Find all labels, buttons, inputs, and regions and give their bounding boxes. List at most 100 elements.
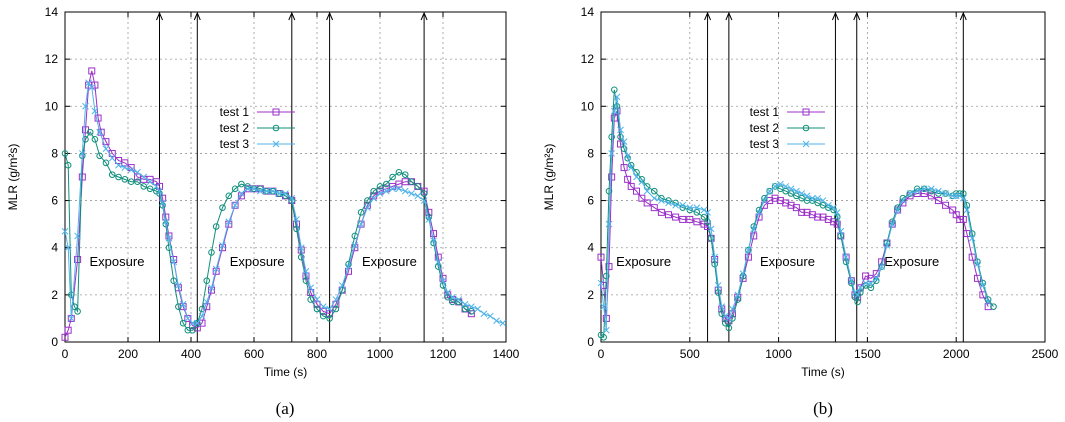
data-point-circle	[734, 296, 742, 303]
data-point-circle	[357, 209, 365, 216]
x-tick-label: 600	[244, 347, 264, 361]
data-point-x	[198, 312, 206, 320]
exposure-marker-arrowhead	[725, 11, 733, 21]
x-tick-label: 0	[598, 347, 605, 361]
data-point-x	[238, 190, 245, 197]
legend-label: test 3	[220, 137, 250, 151]
data-point-square	[798, 208, 806, 216]
data-point-x	[302, 267, 310, 275]
data-point-x	[700, 206, 708, 214]
data-point-x	[212, 265, 220, 273]
plot-frame	[600, 11, 1046, 343]
data-point-circle	[307, 296, 315, 303]
y-tick-label: 2	[51, 288, 58, 302]
data-point-circle	[704, 218, 711, 226]
data-point-x	[121, 164, 129, 171]
data-point-x	[408, 190, 415, 197]
series-line	[600, 89, 994, 339]
data-point-square	[624, 175, 632, 183]
data-point-x	[899, 197, 907, 204]
data-point-circle	[856, 289, 864, 296]
data-point-x	[777, 180, 784, 188]
data-point-x	[906, 190, 914, 197]
data-point-square	[782, 199, 790, 207]
data-point-x	[833, 209, 841, 216]
data-point-square	[824, 215, 832, 223]
data-point-circle	[293, 225, 300, 233]
data-point-square	[686, 215, 694, 223]
data-point-x	[282, 190, 289, 197]
data-point-circle	[326, 315, 333, 322]
data-point-x	[610, 107, 618, 115]
data-point-square	[272, 108, 280, 116]
data-point-square	[867, 274, 875, 282]
data-point-x	[134, 168, 141, 176]
y-tick-label: 6	[51, 194, 58, 208]
data-point-x	[401, 187, 409, 195]
data-point-x	[420, 197, 428, 204]
data-point-square	[750, 232, 758, 240]
data-point-x	[920, 185, 928, 193]
data-point-x	[837, 227, 845, 235]
exposure-annotation: Exposure	[616, 254, 671, 269]
data-point-square	[776, 197, 784, 205]
data-point-x	[729, 305, 736, 313]
data-point-square	[638, 194, 646, 202]
data-point-x	[819, 197, 827, 204]
data-point-circle	[444, 293, 452, 301]
data-point-square	[959, 215, 967, 223]
y-tick-label: 12	[581, 52, 595, 66]
data-point-x	[115, 161, 122, 169]
data-point-x	[275, 190, 283, 197]
series-line	[64, 70, 472, 338]
data-point-square	[121, 159, 129, 167]
data-point-x	[434, 258, 442, 266]
data-point-square	[803, 208, 811, 216]
data-point-circle	[115, 173, 122, 181]
x-tick-label: 2000	[943, 347, 970, 361]
data-point-circle	[376, 183, 384, 190]
data-point-square	[956, 215, 964, 223]
data-point-circle	[603, 272, 610, 280]
y-tick-label: 8	[51, 146, 58, 160]
data-point-x	[486, 312, 494, 320]
data-point-square	[88, 67, 96, 75]
data-point-x	[91, 107, 99, 115]
data-point-square	[672, 213, 680, 221]
data-point-circle	[170, 277, 177, 285]
data-point-circle	[468, 308, 475, 315]
data-point-x	[156, 187, 163, 195]
data-point-square	[819, 213, 827, 221]
exposure-annotation: Exposure	[230, 254, 285, 269]
series-test-1	[597, 107, 992, 325]
data-point-circle	[297, 253, 305, 261]
panel-caption: (a)	[276, 399, 295, 418]
data-point-square	[942, 201, 950, 209]
series-test-3	[597, 93, 992, 334]
data-point-x	[480, 310, 488, 318]
data-point-circle	[617, 133, 624, 141]
y-tick-label: 0	[587, 335, 594, 349]
exposure-marker-arrowhead	[959, 11, 967, 21]
chart-panel-a: 0 200 400 600 800 1000 1200 1400 0 2 4 6 8 10 12 14 Time…	[6, 5, 520, 418]
data-point-square	[949, 206, 957, 214]
y-tick-label: 10	[581, 99, 595, 113]
data-point-x	[721, 312, 729, 320]
data-point-circle	[389, 173, 396, 181]
data-point-square	[771, 194, 779, 202]
data-point-circle	[401, 171, 409, 178]
data-point-circle	[61, 150, 69, 157]
exposure-marker-arrowhead	[831, 11, 839, 21]
data-point-x	[313, 296, 321, 303]
data-point-x	[269, 187, 277, 195]
data-point-x	[830, 204, 838, 211]
data-point-square	[600, 281, 608, 289]
x-tick-label: 1400	[493, 347, 520, 361]
data-point-square	[605, 263, 613, 271]
data-point-circle	[711, 260, 718, 268]
x-tick-label: 1500	[854, 347, 881, 361]
y-tick-label: 10	[45, 99, 59, 113]
data-point-x	[704, 209, 711, 216]
data-point-x	[984, 298, 992, 306]
data-point-x	[613, 93, 621, 101]
